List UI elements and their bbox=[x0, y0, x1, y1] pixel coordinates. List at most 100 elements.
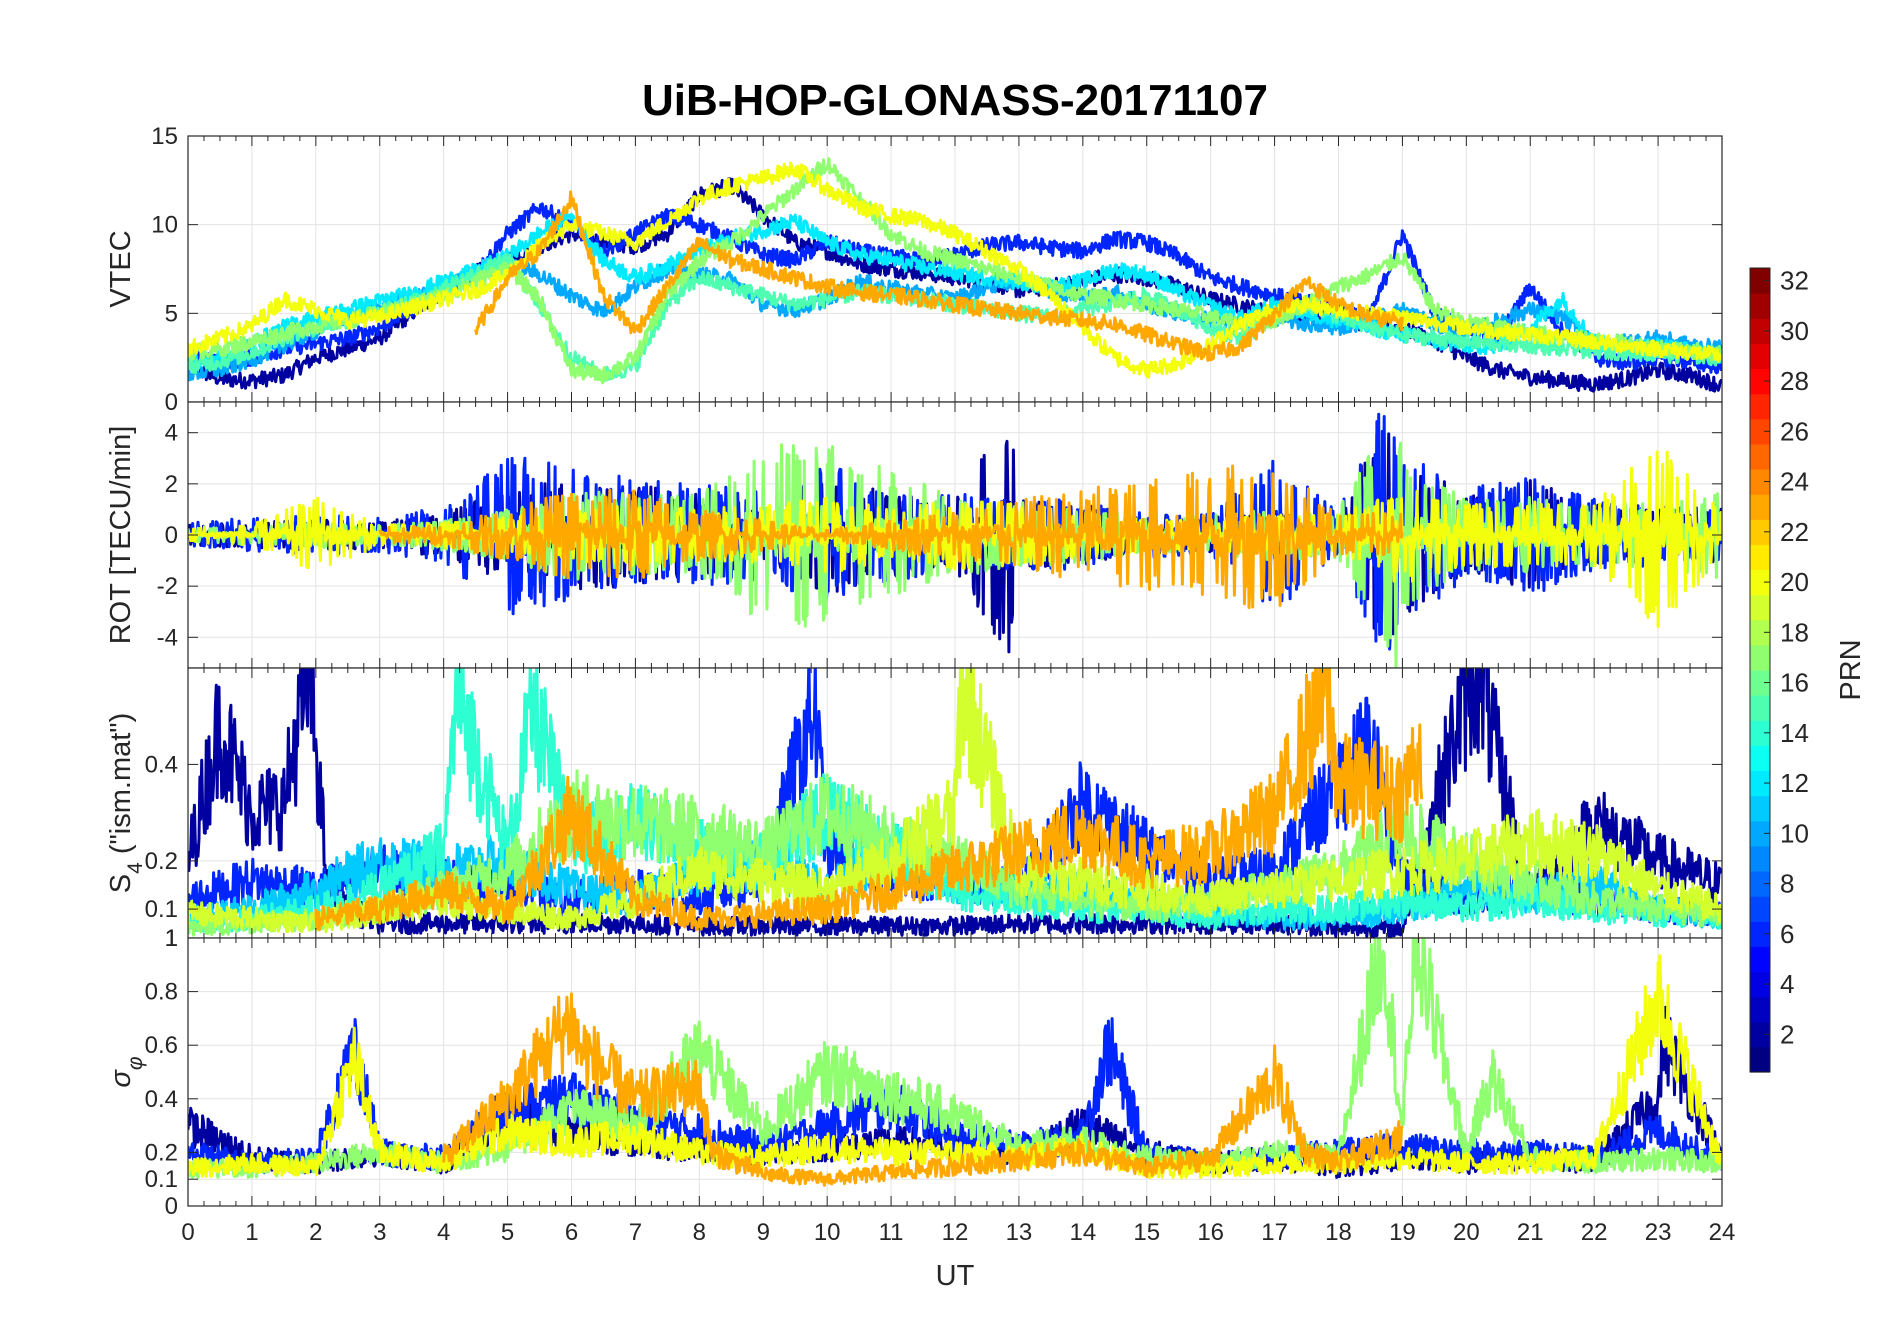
y-tick-label: 0.1 bbox=[145, 896, 178, 923]
colorbar-step bbox=[1750, 946, 1770, 973]
y-tick-label: 4 bbox=[165, 420, 178, 447]
colorbar-step bbox=[1750, 644, 1770, 671]
series-line-prn-20 bbox=[188, 161, 1722, 379]
colorbar-frame bbox=[1749, 267, 1771, 1073]
x-tick-label: 9 bbox=[757, 1219, 770, 1246]
y-axis-label: ROT [TECU/min] bbox=[105, 426, 137, 645]
y-axis-label: VTEC bbox=[105, 230, 137, 307]
colorbar-step bbox=[1750, 418, 1770, 445]
x-tick-label: 19 bbox=[1389, 1219, 1416, 1246]
series-line-prn-23 bbox=[378, 464, 1404, 609]
x-tick-label: 7 bbox=[629, 1219, 642, 1246]
y-tick-label: 0.2 bbox=[145, 848, 178, 875]
series-line-prn-23 bbox=[474, 190, 1404, 362]
x-tick-label: 5 bbox=[501, 1219, 514, 1246]
colorbar-step bbox=[1750, 795, 1770, 822]
y-tick-label: 1 bbox=[165, 925, 178, 952]
series-group bbox=[188, 157, 1722, 393]
y-tick-label: 0 bbox=[165, 389, 178, 416]
y-axis-label: σφ bbox=[105, 1056, 147, 1088]
x-tick-label: 12 bbox=[942, 1219, 969, 1246]
colorbar-step bbox=[1750, 519, 1770, 545]
colorbar-step bbox=[1750, 494, 1770, 520]
colorbar-step bbox=[1750, 745, 1770, 772]
panel-0: 0 5 10 15 VTEC bbox=[105, 123, 1723, 416]
colorbar-step bbox=[1750, 921, 1770, 947]
colorbar-step bbox=[1750, 1021, 1770, 1048]
y-tick-label: 0.4 bbox=[145, 1086, 178, 1113]
colorbar-step bbox=[1750, 469, 1770, 495]
x-tick-label: 0 bbox=[181, 1219, 194, 1246]
x-tick-label: 6 bbox=[565, 1219, 578, 1246]
x-tick-label: 23 bbox=[1645, 1219, 1672, 1246]
colorbar-tick-label: 22 bbox=[1780, 517, 1809, 547]
x-tick-label: 24 bbox=[1709, 1219, 1736, 1246]
colorbar-step bbox=[1750, 544, 1770, 571]
colorbar-step bbox=[1750, 670, 1770, 696]
colorbar-tick-label: 28 bbox=[1780, 366, 1809, 396]
colorbar-step bbox=[1750, 720, 1770, 746]
series-line-prn-19 bbox=[188, 668, 1722, 934]
x-tick-label: 4 bbox=[437, 1219, 450, 1246]
y-tick-label: -2 bbox=[157, 573, 178, 600]
colorbar-step bbox=[1750, 770, 1770, 797]
colorbar-step bbox=[1750, 871, 1770, 897]
colorbar-tick-label: 16 bbox=[1780, 668, 1809, 698]
colorbar-tick-label: 30 bbox=[1780, 316, 1809, 346]
series-line-prn-23 bbox=[314, 668, 1424, 932]
y-axis-label: S4 ("ism.mat") bbox=[105, 713, 147, 894]
colorbar-tick-label: 8 bbox=[1780, 869, 1794, 899]
colorbar-step bbox=[1750, 619, 1770, 646]
colorbar-step bbox=[1750, 368, 1770, 395]
colorbar-step bbox=[1750, 318, 1770, 344]
x-tick-label: 17 bbox=[1261, 1219, 1288, 1246]
x-tick-label: 16 bbox=[1197, 1219, 1224, 1246]
series-group bbox=[188, 412, 1722, 668]
y-tick-label: 0.2 bbox=[145, 1139, 178, 1166]
x-tick-label: 22 bbox=[1581, 1219, 1608, 1246]
x-tick-label: 1 bbox=[245, 1219, 258, 1246]
colorbar-tick-label: 32 bbox=[1780, 266, 1809, 296]
colorbar-step bbox=[1750, 443, 1770, 470]
x-tick-label: 20 bbox=[1453, 1219, 1480, 1246]
colorbar-step bbox=[1750, 845, 1770, 872]
x-axis: 0 1 2 3 4 5 6 7 8 9 10 11 12 13 14 15 16 17 18 19 20 21 22 23 24 bbox=[181, 1219, 1735, 1246]
panel-2: 0.1 0.2 0.4 1 S4 ("ism.mat") bbox=[105, 667, 1723, 952]
colorbar-step bbox=[1750, 594, 1770, 621]
x-tick-label: 3 bbox=[373, 1219, 386, 1246]
colorbar-step bbox=[1750, 1046, 1770, 1073]
colorbar-step bbox=[1750, 393, 1770, 420]
x-tick-label: 10 bbox=[814, 1219, 841, 1246]
series-group bbox=[188, 938, 1722, 1187]
colorbar-tick-label: 24 bbox=[1780, 467, 1809, 497]
series-group bbox=[188, 668, 1722, 938]
colorbar-step bbox=[1750, 293, 1770, 319]
colorbar-tick-label: 2 bbox=[1780, 1019, 1794, 1049]
y-tick-label: -4 bbox=[157, 624, 178, 651]
colorbar-step bbox=[1750, 695, 1770, 721]
x-tick-label: 8 bbox=[693, 1219, 706, 1246]
colorbar-step bbox=[1750, 569, 1770, 596]
colorbar-step bbox=[1750, 343, 1770, 370]
colorbar-step bbox=[1750, 268, 1770, 294]
colorbar-tick-label: 18 bbox=[1780, 617, 1809, 647]
colorbar-step bbox=[1750, 971, 1770, 998]
colorbar-tick-label: 12 bbox=[1780, 768, 1809, 798]
y-tick-label: 0.1 bbox=[145, 1166, 178, 1193]
x-tick-label: 2 bbox=[309, 1219, 322, 1246]
colorbar-tick-label: 10 bbox=[1780, 818, 1809, 848]
series-line-prn-23 bbox=[442, 992, 1404, 1187]
colorbar-step bbox=[1750, 820, 1770, 847]
colorbar-tick-label: 14 bbox=[1780, 718, 1809, 748]
panel-3: 00.10.2 0.4 0.6 0.8 1 σφ bbox=[105, 925, 1723, 1220]
colorbar-tick-label: 20 bbox=[1780, 567, 1809, 597]
y-tick-label: 0 bbox=[165, 1193, 178, 1220]
colorbar-tick-label: 4 bbox=[1780, 969, 1794, 999]
x-axis-label: UT bbox=[936, 1260, 975, 1292]
y-tick-label: 0.6 bbox=[145, 1032, 178, 1059]
x-tick-label: 13 bbox=[1006, 1219, 1033, 1246]
colorbar-step bbox=[1750, 896, 1770, 922]
